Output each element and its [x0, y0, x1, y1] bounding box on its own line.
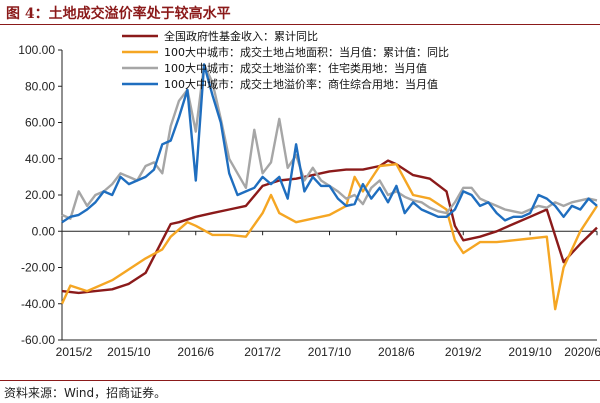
x-tick-label: 2015/2 — [56, 345, 93, 359]
y-tick-label: 100.00 — [18, 43, 55, 57]
x-tick-label: 2019/10 — [508, 345, 552, 359]
legend-label-2: 100大中城市：成交土地占地面积：当月值：累计值：同比 — [164, 45, 449, 59]
page-title: 图 4：土地成交溢价率处于较高水平 — [6, 6, 231, 22]
x-tick-label: 2016/6 — [177, 345, 214, 359]
y-tick-label: 60.00 — [25, 116, 55, 130]
x-tick-label: 2017/10 — [308, 345, 352, 359]
source-note: 资料来源：Wind，招商证券。 — [4, 386, 167, 400]
legend: 全国政府性基金收入：累计同比 100大中城市：成交土地占地面积：当月值：累计值：同… — [122, 29, 449, 91]
y-tick-label: -20.00 — [21, 261, 55, 275]
y-tick-label: 20.00 — [25, 188, 55, 202]
chart: 100.00 80.00 60.00 40.00 20.00 0.00 -20.00 -40.… — [18, 29, 600, 359]
legend-label-1: 全国政府性基金收入：累计同比 — [164, 29, 318, 43]
y-tick-label: 40.00 — [25, 152, 55, 166]
title-divider — [0, 24, 600, 25]
x-axis: 2015/2 2015/10 2016/6 2017/2 2017/10 2018/6 20… — [56, 230, 600, 359]
series-line-1 — [61, 159, 598, 295]
x-tick-label: 2020/6 — [564, 345, 600, 359]
y-tick-label: 0.00 — [32, 224, 56, 238]
x-tick-label: 2017/2 — [244, 345, 281, 359]
series-lines — [60, 63, 599, 311]
y-tick-label: -40.00 — [21, 297, 55, 311]
x-tick-label: 2019/2 — [445, 345, 482, 359]
x-tick-label: 2015/10 — [107, 345, 151, 359]
legend-label-4: 100大中城市：成交土地溢价率：商住综合用地：当月值 — [164, 77, 438, 91]
legend-label-3: 100大中城市：成交土地溢价率：住宅类用地：当月值 — [164, 61, 427, 75]
y-tick-label: 80.00 — [25, 79, 55, 93]
y-axis: 100.00 80.00 60.00 40.00 20.00 0.00 -20.00 -40.… — [18, 43, 63, 347]
footer-divider — [0, 380, 600, 381]
y-tick-label: -60.00 — [21, 333, 55, 347]
series-line-4 — [61, 63, 598, 224]
x-tick-label: 2018/6 — [378, 345, 415, 359]
